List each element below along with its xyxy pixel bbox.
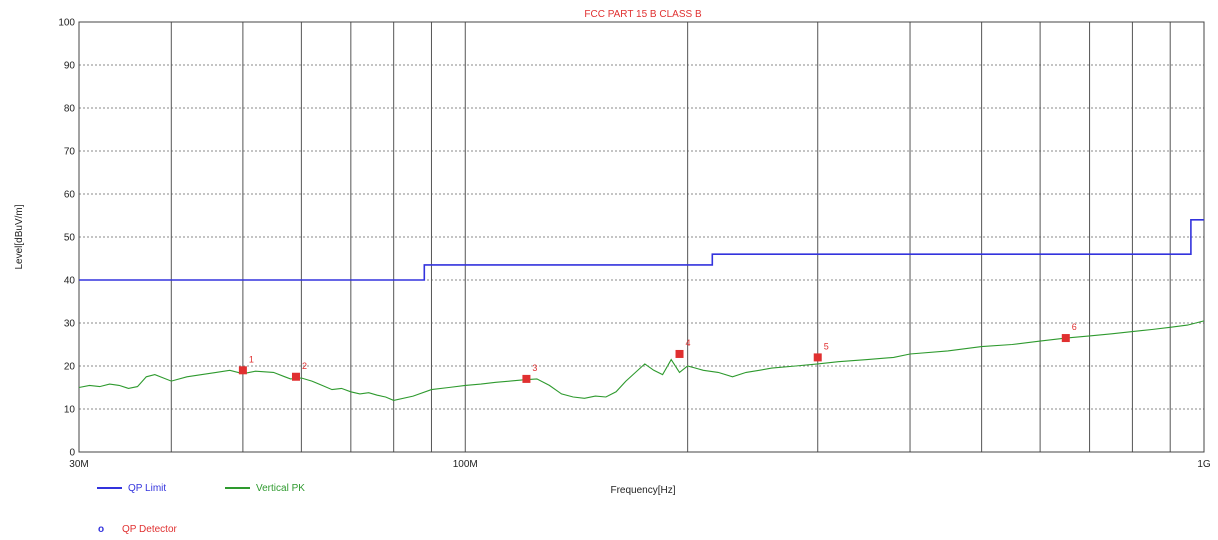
peak-marker [675, 349, 684, 358]
peak-marker-label: 3 [532, 363, 537, 373]
x-tick-label: 100M [453, 459, 478, 470]
y-axis-ticks: 0 10 20 30 40 50 60 70 80 90 100 [58, 18, 75, 459]
y-tick-label: 50 [64, 233, 76, 244]
y-tick-label: 30 [64, 319, 76, 330]
x-axis-ticks: 30M 100M 1G [69, 459, 1211, 470]
peak-marker-label: 1 [249, 354, 254, 364]
peak-marker [522, 374, 531, 383]
y-tick-label: 70 [64, 147, 76, 158]
y-axis-label: Level[dBuV/m] [14, 204, 25, 269]
y-tick-label: 40 [64, 276, 76, 287]
peak-markers: 1 2 3 4 5 6 [238, 322, 1077, 383]
x-axis-label: Frequency[Hz] [610, 485, 675, 496]
y-tick-label: 0 [69, 448, 75, 459]
peak-marker-label: 5 [824, 341, 829, 351]
series-line-qp-limit [79, 219, 1204, 281]
peak-marker [238, 366, 247, 375]
peak-marker-label: 2 [302, 361, 307, 371]
peak-marker [813, 353, 822, 362]
x-tick-label: 30M [69, 459, 88, 470]
y-tick-label: 80 [64, 104, 76, 115]
y-tick-label: 100 [58, 18, 75, 29]
y-tick-label: 10 [64, 405, 76, 416]
legend-label-vertical-pk: Vertical PK [256, 483, 305, 494]
peak-marker-label: 4 [686, 338, 691, 348]
legend-label-qp-limit: QP Limit [128, 483, 166, 494]
series-line-vertical-pk [78, 320, 1205, 401]
y-tick-label: 60 [64, 190, 76, 201]
peak-marker [291, 372, 300, 381]
peak-marker-label: 6 [1072, 322, 1077, 332]
peak-marker [1061, 334, 1070, 343]
y-tick-label: 90 [64, 61, 76, 72]
y-tick-label: 20 [64, 362, 76, 373]
plot-frame [78, 21, 1205, 453]
legend-label-qp-detector: QP Detector [122, 524, 178, 535]
legend-detector-symbol: o [98, 524, 104, 535]
legend: QP Limit Vertical PK o QP Detector [97, 483, 305, 535]
chart-title: FCC PART 15 B CLASS B [584, 9, 702, 20]
series-lines [78, 219, 1205, 401]
x-tick-label: 1G [1197, 459, 1211, 470]
grid [79, 22, 1204, 452]
